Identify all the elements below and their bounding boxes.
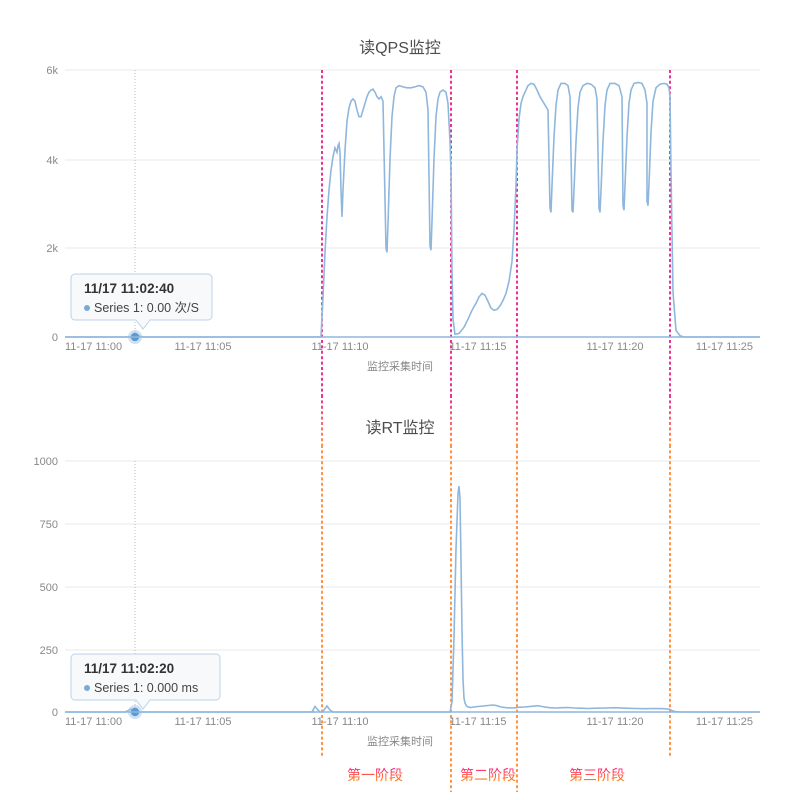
svg-text:6k: 6k xyxy=(46,65,58,77)
svg-text:11-17 11:00: 11-17 11:00 xyxy=(65,341,122,353)
svg-text:250: 250 xyxy=(40,645,58,657)
svg-text:监控采集时间: 监控采集时间 xyxy=(367,359,433,373)
svg-text:0: 0 xyxy=(52,707,58,719)
svg-text:11-17 11:05: 11-17 11:05 xyxy=(174,716,231,728)
svg-text:750: 750 xyxy=(40,519,58,531)
svg-text:0: 0 xyxy=(52,332,58,344)
svg-text:读RT监控: 读RT监控 xyxy=(365,419,434,437)
svg-text:第一阶段: 第一阶段 xyxy=(347,767,403,783)
svg-text:11-17 11:20: 11-17 11:20 xyxy=(586,341,643,353)
svg-text:11-17 11:25: 11-17 11:25 xyxy=(696,716,753,728)
svg-text:11-17 11:10: 11-17 11:10 xyxy=(311,341,368,353)
svg-text:11/17 11:02:40: 11/17 11:02:40 xyxy=(84,281,174,296)
svg-text:监控采集时间: 监控采集时间 xyxy=(367,734,433,748)
svg-text:11-17 11:25: 11-17 11:25 xyxy=(696,341,753,353)
svg-text:第二阶段: 第二阶段 xyxy=(460,767,516,783)
svg-text:11/17 11:02:20: 11/17 11:02:20 xyxy=(84,661,174,676)
svg-text:11-17 11:15: 11-17 11:15 xyxy=(449,716,506,728)
svg-text:11-17 11:10: 11-17 11:10 xyxy=(311,716,368,728)
svg-text:1000: 1000 xyxy=(34,456,58,468)
svg-text:11-17 11:20: 11-17 11:20 xyxy=(586,716,643,728)
svg-text:4k: 4k xyxy=(46,155,58,167)
svg-text:500: 500 xyxy=(40,582,58,594)
svg-text:Series 1: 0.00 次/S: Series 1: 0.00 次/S xyxy=(94,301,199,315)
svg-text:11-17 11:15: 11-17 11:15 xyxy=(449,341,506,353)
svg-text:Series 1: 0.000 ms: Series 1: 0.000 ms xyxy=(94,681,198,695)
svg-text:读QPS监控: 读QPS监控 xyxy=(359,39,441,57)
svg-text:第三阶段: 第三阶段 xyxy=(569,767,625,783)
svg-text:11-17 11:00: 11-17 11:00 xyxy=(65,716,122,728)
svg-text:2k: 2k xyxy=(46,243,58,255)
svg-text:11-17 11:05: 11-17 11:05 xyxy=(174,341,231,353)
